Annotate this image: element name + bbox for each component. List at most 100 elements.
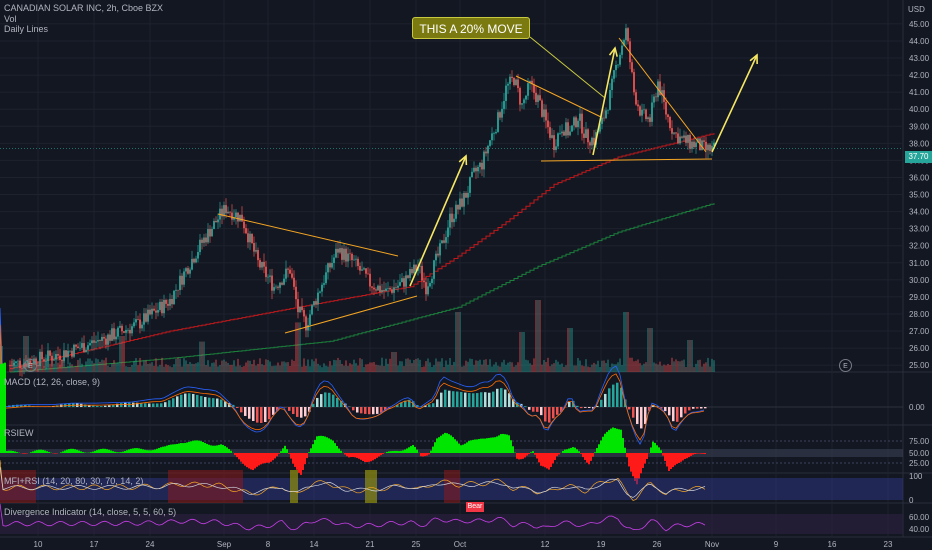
rsiew-bar (264, 453, 266, 464)
candle-body (633, 72, 635, 93)
candle-body (521, 103, 523, 105)
volume-bar (297, 322, 299, 372)
volume-bar (567, 328, 569, 372)
price-tick-label: 42.00 (909, 71, 930, 80)
mfi-overbought-zone-2 (444, 470, 460, 503)
candle-body (397, 285, 399, 288)
volume-bar (117, 363, 119, 372)
rsiew-bar (110, 450, 112, 453)
mfi-rsi-title[interactable]: MFI+RSI (14, 20, 80, 30, 70, 14, 2) (4, 476, 144, 486)
rsiew-bar (228, 449, 230, 453)
macd-histogram-bar (108, 405, 111, 407)
macd-histogram-bar (556, 407, 559, 415)
candle-body (59, 355, 61, 360)
macd-histogram-bar (544, 407, 547, 422)
rsiew-bar (126, 450, 128, 453)
candle-body (351, 253, 353, 261)
symbol-title[interactable]: CANADIAN SOLAR INC, 2h, Cboe BZX (4, 3, 164, 13)
rsiew-bar (600, 440, 602, 453)
volume-bar (485, 359, 487, 372)
divergence-title[interactable]: Divergence Indicator (14, close, 5, 5, 6… (4, 507, 177, 517)
macd-histogram-bar (440, 392, 443, 407)
volume-bar (209, 366, 211, 372)
volume-bar (207, 360, 209, 372)
candle-body (81, 343, 83, 348)
time-tick-label: 9 (774, 540, 779, 549)
earnings-event-marker[interactable]: E (839, 359, 852, 372)
candle-body (391, 289, 393, 293)
rsiew-bar (214, 445, 216, 453)
candle-body (129, 329, 131, 334)
volume-bar (565, 365, 567, 372)
rsiew-bar (272, 453, 274, 461)
volume-bar (167, 365, 169, 372)
rsiew-title[interactable]: RSIEW (4, 428, 34, 438)
rsiew-bar (636, 453, 638, 485)
rsiew-bar (622, 437, 624, 453)
candle-body (667, 114, 669, 117)
volume-bar (205, 365, 207, 372)
rsiew-bar (428, 453, 430, 455)
rsiew-bar (158, 447, 160, 453)
rsiew-bar (416, 449, 418, 453)
macd-histogram-bar (104, 405, 107, 407)
volume-bar (429, 362, 431, 372)
rsiew-bar (394, 450, 396, 453)
macd-histogram-bar (200, 396, 203, 407)
rsiew-bar (30, 452, 32, 453)
arrow-up-3 (711, 54, 758, 153)
trendline-upper-1 (217, 213, 399, 257)
candle-body (209, 229, 211, 237)
volume-bar (143, 360, 145, 372)
rsiew-bar (346, 453, 348, 457)
macd-histogram-bar (132, 402, 135, 407)
candle-body (393, 287, 395, 293)
macd-title[interactable]: MACD (12, 26, close, 9) (4, 377, 101, 387)
volume-bar (377, 365, 379, 372)
price-tick-label: 35.00 (909, 191, 930, 200)
candle-body (535, 92, 537, 102)
vol-label[interactable]: Vol (4, 14, 17, 24)
volume-bar (343, 365, 345, 372)
candle-body (309, 314, 311, 325)
volume-bar (339, 359, 341, 372)
volume-bar (333, 359, 335, 372)
rsiew-bar (634, 453, 636, 482)
volume-bar (421, 367, 423, 372)
rsiew-bar (704, 453, 706, 455)
volume-bar (397, 365, 399, 372)
candle-body (291, 273, 293, 278)
volume-bar (387, 363, 389, 372)
macd-histogram-bar (620, 387, 623, 407)
rsiew-bar (550, 453, 552, 467)
rsiew-bar (38, 449, 40, 453)
rsiew-bar (632, 453, 634, 477)
rsiew-bar (306, 453, 308, 459)
rsiew-bar (520, 453, 522, 460)
volume-bar (407, 358, 409, 372)
volume-bar (355, 363, 357, 372)
volume-bar (313, 361, 315, 372)
rsiew-bar (504, 434, 506, 453)
candle-body (171, 299, 173, 305)
trendline-lower-1 (284, 295, 418, 334)
rsiew-bar (296, 453, 298, 470)
macd-histogram-bar (232, 404, 235, 407)
rsiew-bar (484, 438, 486, 453)
candle-body (515, 79, 517, 86)
volume-bar (669, 365, 671, 372)
candle-body (383, 290, 385, 292)
daily-lines-label[interactable]: Daily Lines (4, 24, 49, 34)
candle-body (679, 136, 681, 144)
candle-body (181, 275, 183, 285)
macd-histogram-bar (148, 403, 151, 407)
earnings-event-marker-left[interactable]: E (24, 359, 37, 372)
candle-body (675, 132, 677, 134)
macd-histogram-bar (468, 393, 471, 407)
volume-bar (337, 357, 339, 372)
macd-histogram-bar (508, 393, 511, 407)
macd-histogram-bar (192, 393, 195, 407)
rsiew-bar (104, 448, 106, 453)
rsiew-bar (592, 453, 594, 457)
rsiew-bar (538, 453, 540, 463)
